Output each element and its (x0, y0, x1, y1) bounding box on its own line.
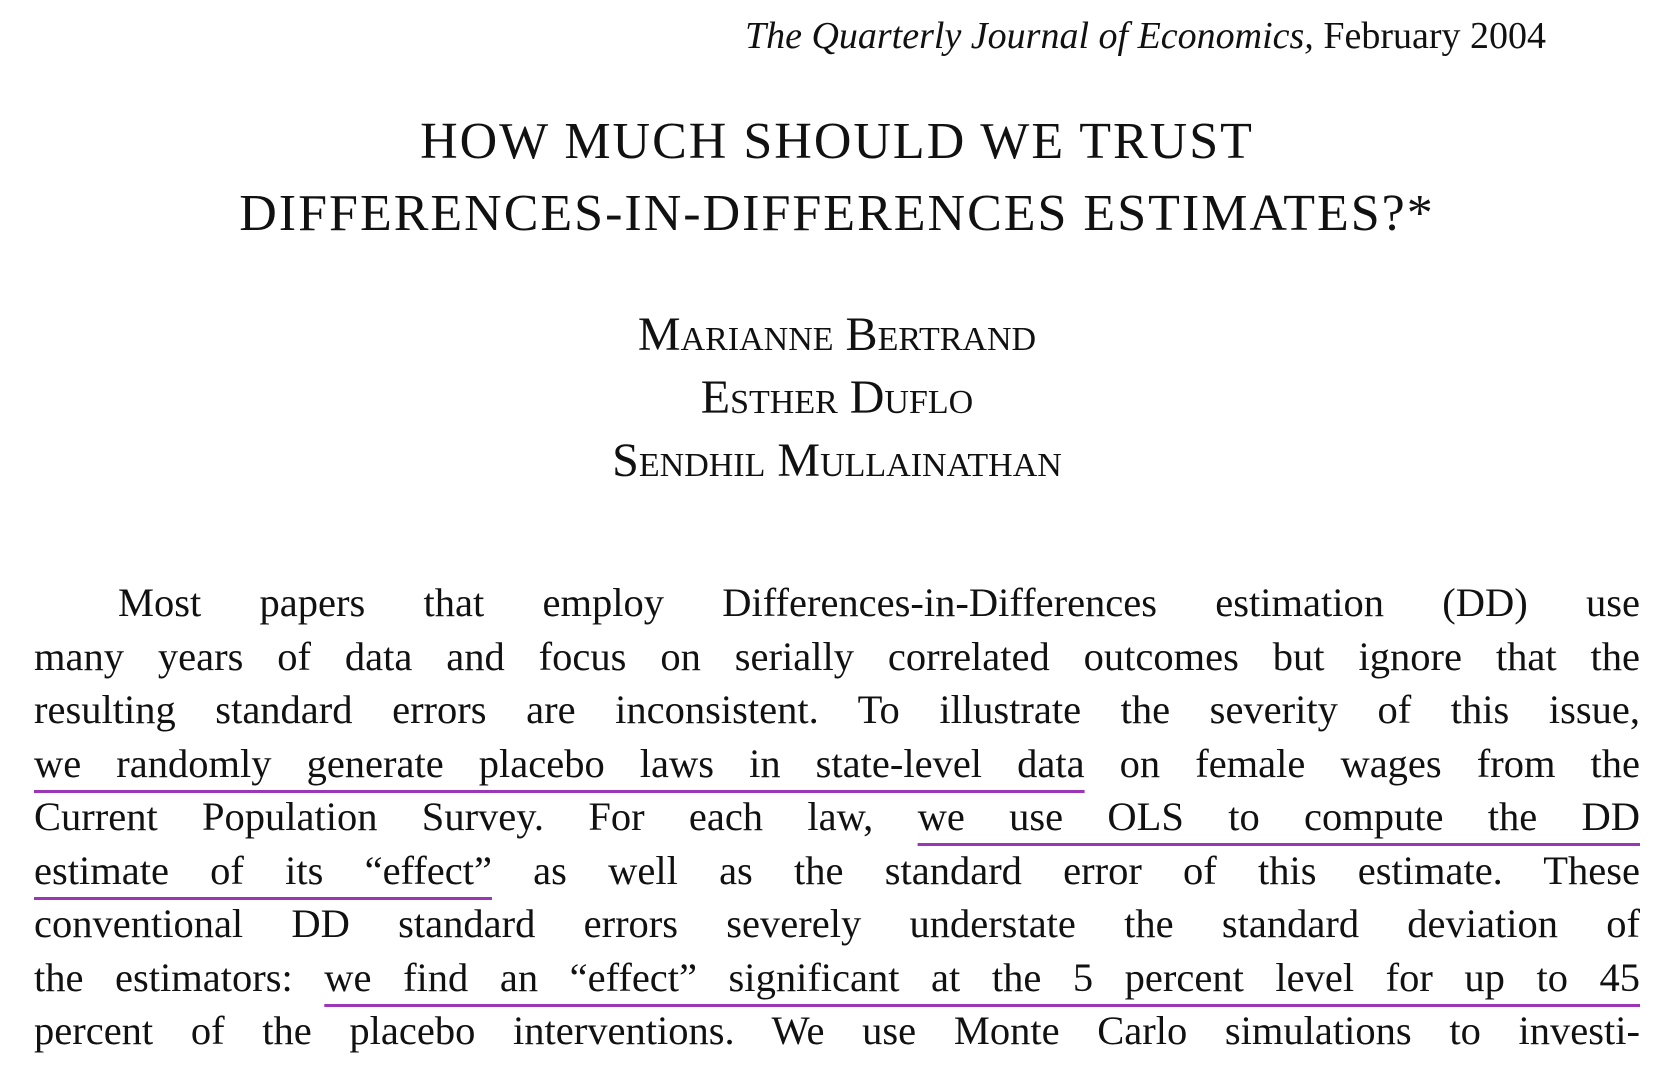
abstract-text: many years of data and focus on serially… (34, 633, 1640, 679)
abstract-text: resulting standard errors are inconsiste… (34, 687, 1640, 732)
abstract-text: Most papers that employ Differences-in-D… (118, 580, 1640, 625)
abstract-line: Current Population Survey. For each law,… (34, 790, 1640, 844)
abstract-line: we randomly generate placebo laws in sta… (34, 737, 1640, 791)
abstract-text: conventional DD standard errors severely… (34, 901, 1640, 946)
issue-date: February 2004 (1323, 15, 1546, 57)
abstract-text: on female wages from the (1084, 740, 1640, 786)
abstract-line: conventional DD standard errors severely… (34, 897, 1640, 951)
highlighted-phrase: we use OLS to compute the DD (917, 794, 1640, 839)
author-name: Marianne Bertrand (637, 308, 1037, 361)
author-name: Esther Duflo (700, 371, 974, 424)
highlighted-phrase: estimate of its “effect” (34, 847, 492, 893)
abstract-text: Current Population Survey. For each law, (34, 794, 918, 839)
highlighted-phrase: we randomly generate placebo laws in sta… (34, 740, 1085, 786)
paper-title: HOW MUCH SHOULD WE TRUST DIFFERENCES-IN-… (0, 106, 1674, 250)
highlighted-phrase: we find an “effect” significant at the 5… (324, 954, 1640, 1000)
author-name: Sendhil Mullainathan (612, 434, 1062, 487)
abstract-text: percent of the placebo interventions. We… (34, 1008, 1640, 1053)
journal-name: The Quarterly Journal of Economics, (744, 15, 1314, 57)
abstract-line: the estimators: we find an “effect” sign… (34, 951, 1640, 1005)
abstract-line: percent of the placebo interventions. We… (34, 1004, 1640, 1058)
abstract-line: resulting standard errors are inconsiste… (34, 683, 1640, 737)
page-crop-edge (0, 1058, 1674, 1072)
journal-header: The Quarterly Journal of Economics, Febr… (745, 14, 1546, 60)
abstract-line: estimate of its “effect” as well as the … (34, 844, 1640, 898)
title-line: DIFFERENCES-IN-DIFFERENCES ESTIMATES?* (239, 185, 1435, 242)
author-list: Marianne Bertrand Esther Duflo Sendhil M… (0, 303, 1674, 492)
abstract-line: many years of data and focus on serially… (34, 630, 1640, 684)
abstract-line: Most papers that employ Differences-in-D… (34, 576, 1640, 630)
abstract-text: the estimators: (34, 954, 325, 1000)
title-line: HOW MUCH SHOULD WE TRUST (420, 113, 1254, 170)
abstract-text: as well as the standard error of this es… (491, 847, 1640, 893)
abstract-body: Most papers that employ Differences-in-D… (34, 576, 1640, 1058)
